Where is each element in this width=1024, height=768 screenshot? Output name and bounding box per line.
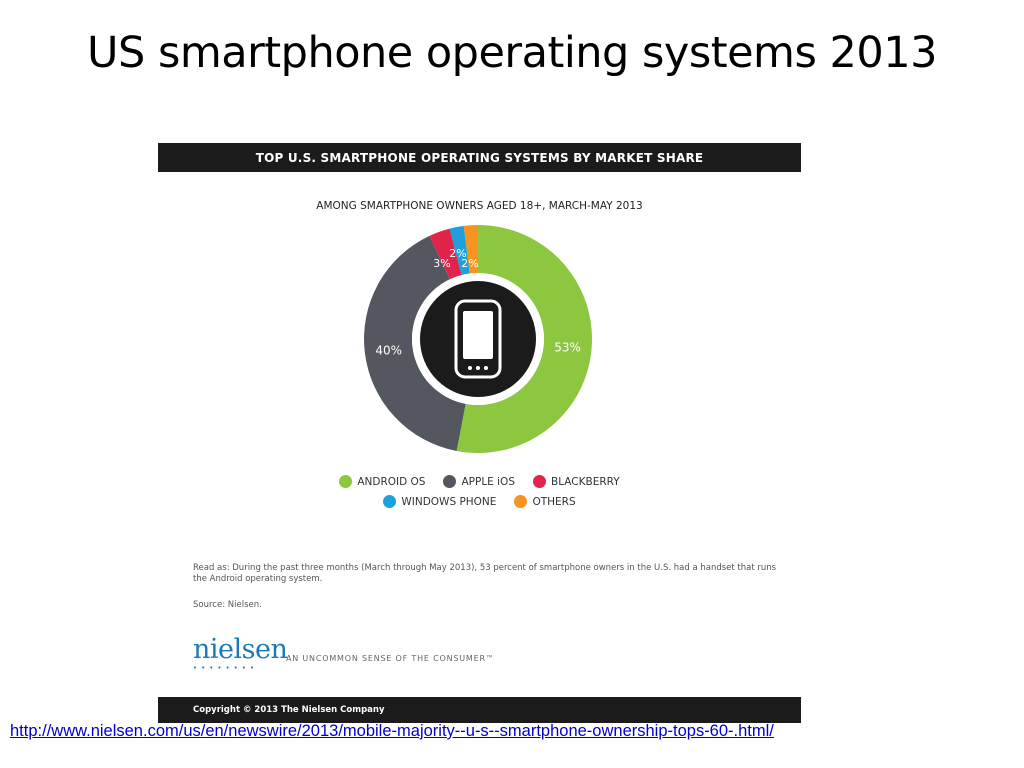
legend-swatch-blackberry xyxy=(532,475,546,488)
chart-banner-title: TOP U.S. SMARTPHONE OPERATING SYSTEMS BY… xyxy=(158,143,801,172)
legend-label-others: OTHERS xyxy=(532,495,576,508)
legend-item-apple-ios: APPLE iOS xyxy=(443,475,515,488)
legend-row-2: WINDOWS PHONE OTHERS xyxy=(158,495,801,508)
slice-android-os xyxy=(456,225,592,453)
smartphone-icon xyxy=(454,299,502,379)
copyright-bar: Copyright © 2013 The Nielsen Company xyxy=(158,697,801,723)
data-label-windows-phone: 2% xyxy=(449,247,466,260)
legend-item-blackberry: BLACKBERRY xyxy=(532,475,620,488)
nielsen-logo: nielsen •••••••• xyxy=(193,634,288,672)
slice-others xyxy=(463,225,478,274)
nielsen-tagline: AN UNCOMMON SENSE OF THE CONSUMER™ xyxy=(286,654,495,663)
read-as-note: Read as: During the past three months (M… xyxy=(193,563,777,584)
slide-title: US smartphone operating systems 2013 xyxy=(87,28,937,78)
nielsen-logo-text: nielsen xyxy=(193,634,288,665)
data-label-android-os: 53% xyxy=(554,340,581,354)
legend-label-android: ANDROID OS xyxy=(357,475,426,488)
legend-item-others: OTHERS xyxy=(514,495,576,508)
legend-label-windows-phone: WINDOWS PHONE xyxy=(401,495,497,508)
slice-blackberry xyxy=(429,228,462,280)
data-label-blackberry: 3% xyxy=(433,257,450,270)
legend-item-windows-phone: WINDOWS PHONE xyxy=(383,495,496,508)
nielsen-infographic: TOP U.S. SMARTPHONE OPERATING SYSTEMS BY… xyxy=(158,143,801,723)
slice-apple-ios xyxy=(364,235,466,451)
legend-label-apple-ios: APPLE iOS xyxy=(461,475,515,488)
legend-swatch-apple-ios xyxy=(443,475,457,488)
legend-row-1: ANDROID OS APPLE iOS BLACKBERRY xyxy=(158,475,801,488)
legend-item-android: ANDROID OS xyxy=(339,475,425,488)
legend-swatch-others xyxy=(514,495,528,508)
chart-subtitle: AMONG SMARTPHONE OWNERS AGED 18+, MARCH-… xyxy=(316,200,643,212)
source-url-link[interactable]: http://www.nielsen.com/us/en/newswire/20… xyxy=(10,722,774,740)
nielsen-logo-dots: •••••••• xyxy=(193,664,259,672)
data-label-apple-ios: 40% xyxy=(375,343,402,357)
slice-windows-phone xyxy=(449,225,470,276)
source-note: Source: Nielsen. xyxy=(193,600,262,610)
legend-label-blackberry: BLACKBERRY xyxy=(550,475,620,488)
legend-swatch-windows-phone xyxy=(383,495,397,508)
data-label-others: 2% xyxy=(461,257,478,270)
copyright-text: Copyright © 2013 The Nielsen Company xyxy=(193,705,385,715)
legend-swatch-android xyxy=(339,475,353,488)
donut-chart: 53%40%3%2%2% xyxy=(364,225,592,453)
